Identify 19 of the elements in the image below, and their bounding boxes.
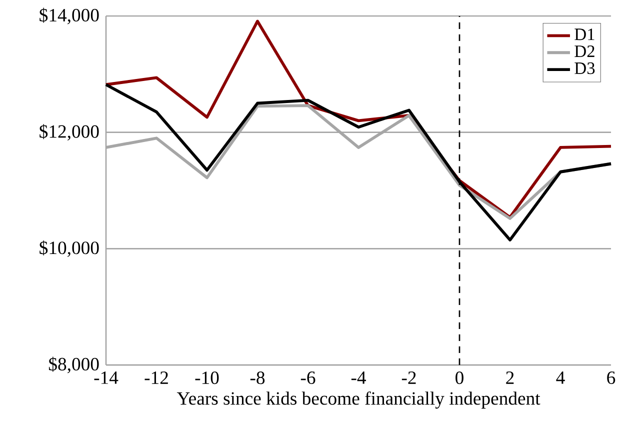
y-tick-label: $10,000 (40, 240, 99, 257)
x-tick-label: -2 (402, 371, 416, 384)
x-tick-label: 4 (556, 371, 565, 384)
x-tick-label: -10 (195, 371, 219, 384)
y-tick-label: $8,000 (48, 356, 99, 374)
x-tick-label: -12 (144, 371, 168, 384)
x-tick-label: 0 (456, 371, 464, 384)
x-tick-label: -8 (250, 371, 265, 384)
x-tick-label: 2 (506, 371, 514, 384)
x-axis-title: Years since kids become financially independent (176, 391, 540, 409)
y-tick-label: $14,000 (40, 8, 99, 24)
x-tick-label: -14 (94, 371, 118, 384)
legend-label: D3 (574, 62, 595, 74)
x-tick-label: -6 (300, 371, 316, 384)
y-tick-label: $12,000 (40, 124, 99, 141)
x-tick-label: -4 (351, 371, 366, 384)
x-tick-label: 6 (607, 371, 616, 384)
legend-label: D2 (574, 45, 594, 58)
legend-label: D1 (574, 28, 594, 40)
